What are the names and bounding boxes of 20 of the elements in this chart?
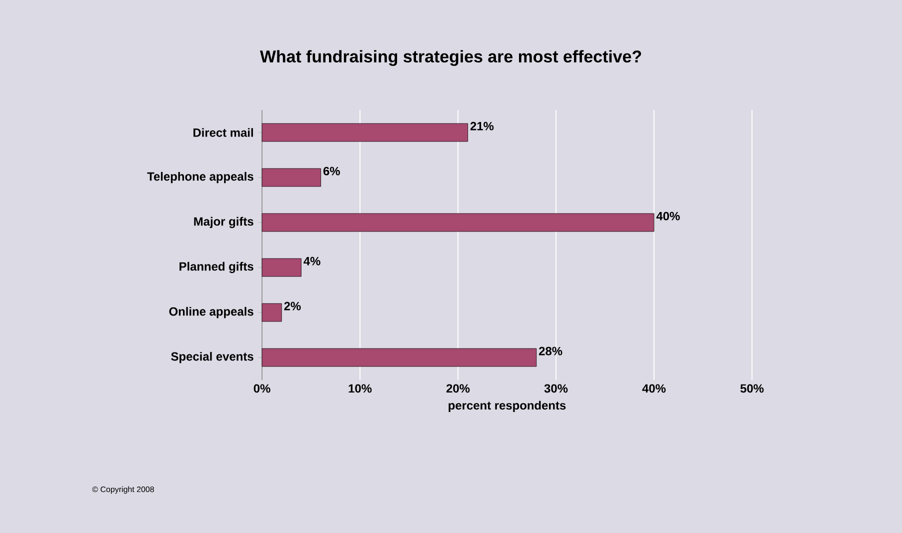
x-tick-label: 30% <box>544 384 568 393</box>
data-label: 28% <box>539 346 562 356</box>
x-tick-label: 20% <box>446 384 470 393</box>
x-axis-title: percent respondents <box>448 400 566 412</box>
x-tick-label: 50% <box>740 384 764 393</box>
data-label: 21% <box>470 122 494 130</box>
data-label: 6% <box>323 166 340 176</box>
data-label: 4% <box>304 256 320 266</box>
y-tick-label: Online appeals <box>169 306 254 318</box>
y-tick-label: Telephone appeals <box>147 172 254 184</box>
y-tick-label: Special events <box>171 352 254 364</box>
y-tick-label: Planned gifts <box>180 262 254 274</box>
x-tick-label: 10% <box>348 384 372 393</box>
y-tick-label: Direct mail <box>193 128 253 137</box>
x-tick-label: 0% <box>254 384 270 393</box>
chart-title: What fundraising strategies are most effective? <box>260 50 642 66</box>
data-label: 40% <box>656 212 680 220</box>
y-tick-label: Major gifts <box>194 216 254 228</box>
x-tick-label: 40% <box>642 384 666 393</box>
data-label: 2% <box>284 302 301 310</box>
